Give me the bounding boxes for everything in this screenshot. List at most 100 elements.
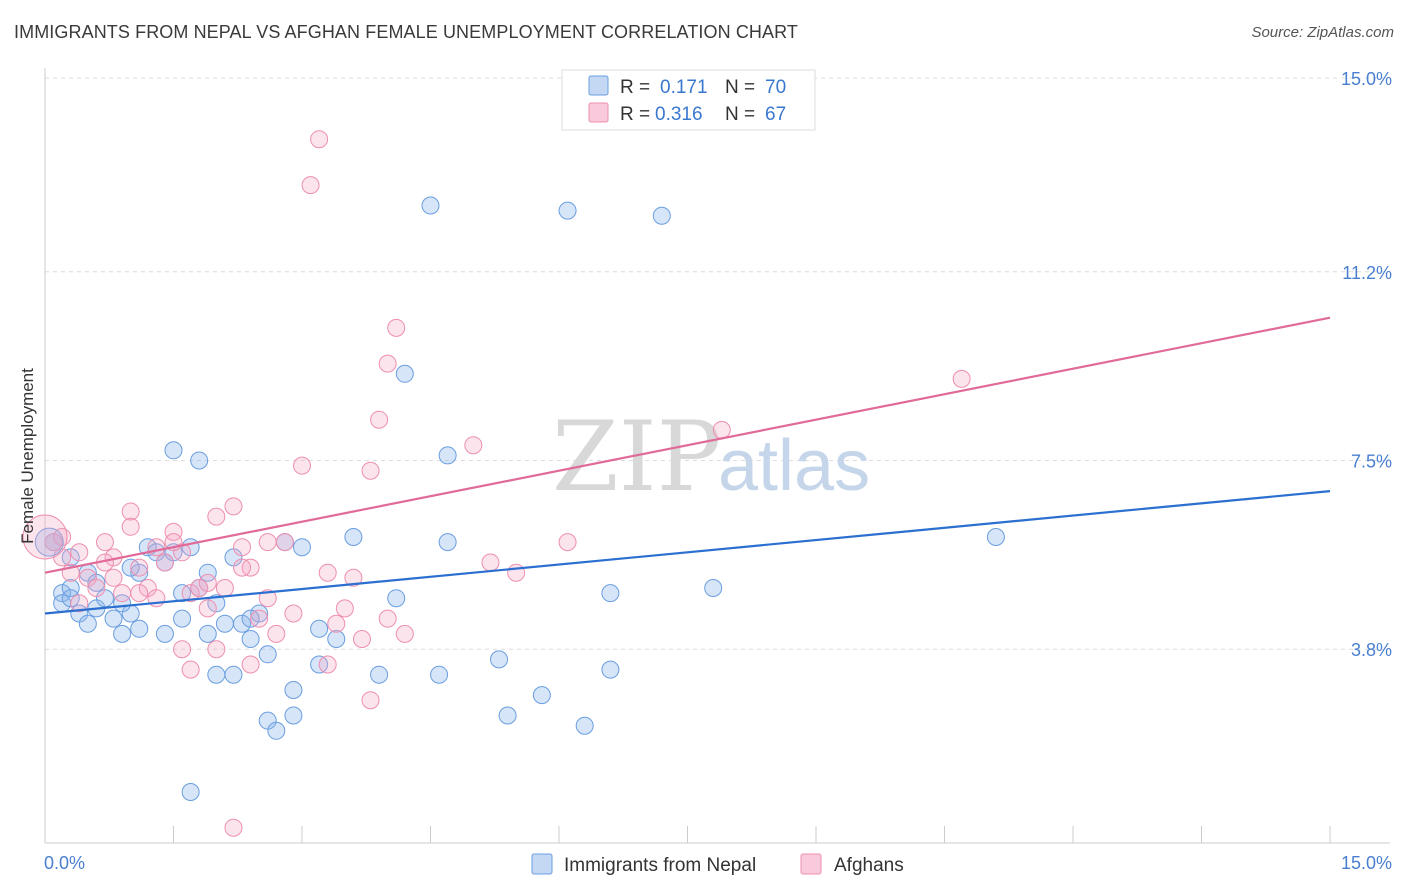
point-afghans <box>301 176 320 195</box>
series-legend-swatch-afghans <box>800 853 822 875</box>
point-afghans <box>207 640 226 659</box>
point-nepal <box>395 364 414 383</box>
point-afghans <box>258 533 277 552</box>
point-afghans <box>318 655 337 674</box>
point-afghans <box>121 517 140 536</box>
point-afghans <box>361 691 380 710</box>
point-afghans <box>87 579 106 597</box>
gridlines <box>45 77 1390 650</box>
point-afghans <box>207 507 226 526</box>
point-afghans <box>395 624 414 643</box>
watermark: ZIP atlas <box>552 401 870 513</box>
series-legend-label-nepal: Immigrants from Nepal <box>564 855 756 876</box>
point-afghans <box>558 533 577 552</box>
point-nepal <box>284 681 303 699</box>
point-afghans <box>233 558 252 577</box>
legend-n-label-nepal: N = <box>725 77 755 98</box>
point-nepal <box>173 609 192 628</box>
point-nepal <box>267 721 286 740</box>
point-afghans <box>712 420 731 439</box>
trend-line-nepal <box>44 490 1331 615</box>
point-afghans <box>335 599 354 618</box>
x-tick-label-min: 0.0% <box>44 853 85 873</box>
legend-r-label-afghans: R = <box>620 104 650 125</box>
point-afghans <box>275 533 294 552</box>
point-afghans-cluster <box>22 514 68 560</box>
legend-r-value-nepal: 0.171 <box>660 77 708 98</box>
point-afghans <box>181 660 200 679</box>
point-afghans <box>198 573 217 592</box>
point-afghans <box>121 502 140 521</box>
point-nepal <box>293 538 311 557</box>
point-nepal <box>190 451 209 470</box>
point-nepal <box>198 563 217 582</box>
point-afghans <box>70 594 89 613</box>
point-nepal <box>438 533 457 552</box>
point-nepal <box>104 609 123 628</box>
watermark-atlas: atlas <box>718 426 870 506</box>
point-afghans <box>284 604 303 623</box>
point-afghans <box>224 818 243 837</box>
point-nepal <box>61 579 80 597</box>
data-points <box>22 130 1005 837</box>
point-afghans <box>318 563 337 582</box>
correlation-legend: R = 0.171 N = 70 R = 0.316 N = 67 <box>561 69 816 131</box>
point-afghans <box>507 563 526 582</box>
point-afghans <box>310 130 329 149</box>
point-nepal <box>652 206 671 225</box>
series-legend-swatch-nepal <box>531 853 553 875</box>
y-tick-labels: 3.8% 7.5% 11.2% 15.0% <box>1341 69 1392 660</box>
point-afghans <box>147 538 166 557</box>
point-nepal <box>430 665 449 684</box>
chart-title: IMMIGRANTS FROM NEPAL VS AFGHAN FEMALE U… <box>14 22 799 42</box>
point-nepal <box>310 619 329 638</box>
point-nepal <box>53 584 72 603</box>
legend-n-label-afghans: N = <box>725 104 755 125</box>
point-nepal <box>532 686 551 705</box>
point-nepal <box>490 650 509 669</box>
point-afghans <box>258 589 277 608</box>
point-nepal <box>601 584 620 603</box>
x-tick-labels: 0.0% 15.0% <box>44 853 1392 873</box>
point-afghans <box>387 318 406 337</box>
trend-line-afghans <box>44 316 1331 574</box>
point-afghans <box>190 579 209 597</box>
point-afghans <box>113 584 132 603</box>
point-nepal <box>438 446 457 465</box>
point-nepal <box>130 619 149 638</box>
point-nepal <box>498 706 517 725</box>
point-afghans <box>378 609 397 628</box>
point-nepal <box>387 589 406 608</box>
point-afghans <box>95 533 114 552</box>
point-nepal <box>87 573 106 592</box>
point-afghans <box>215 579 234 597</box>
trend-lines <box>44 316 1331 615</box>
point-nepal <box>986 528 1005 546</box>
point-afghans <box>70 543 89 562</box>
legend-n-value-afghans: 67 <box>765 104 786 125</box>
point-afghans <box>370 410 389 429</box>
point-afghans <box>327 614 346 633</box>
point-nepal <box>233 614 252 633</box>
legend-swatch-nepal <box>588 75 609 96</box>
point-nepal <box>704 579 723 597</box>
x-tick-label-max: 15.0% <box>1341 853 1392 873</box>
point-afghans <box>155 553 174 572</box>
point-afghans <box>181 584 200 603</box>
y-tick-label: 3.8% <box>1351 640 1392 660</box>
point-afghans <box>130 584 149 603</box>
point-nepal <box>421 196 440 215</box>
point-nepal <box>130 563 149 582</box>
point-afghans <box>224 497 243 516</box>
point-afghans <box>267 624 286 643</box>
point-afghans <box>361 461 380 480</box>
point-afghans <box>104 568 123 587</box>
source-label: Source: ZipAtlas.com <box>1251 24 1394 41</box>
point-afghans <box>481 553 500 572</box>
point-nepal <box>258 645 277 664</box>
point-nepal <box>575 716 594 735</box>
series-legend-label-afghans: Afghans <box>834 855 904 876</box>
legend-swatch-afghans <box>588 102 609 123</box>
series-legend: Immigrants from Nepal Afghans <box>531 853 904 876</box>
